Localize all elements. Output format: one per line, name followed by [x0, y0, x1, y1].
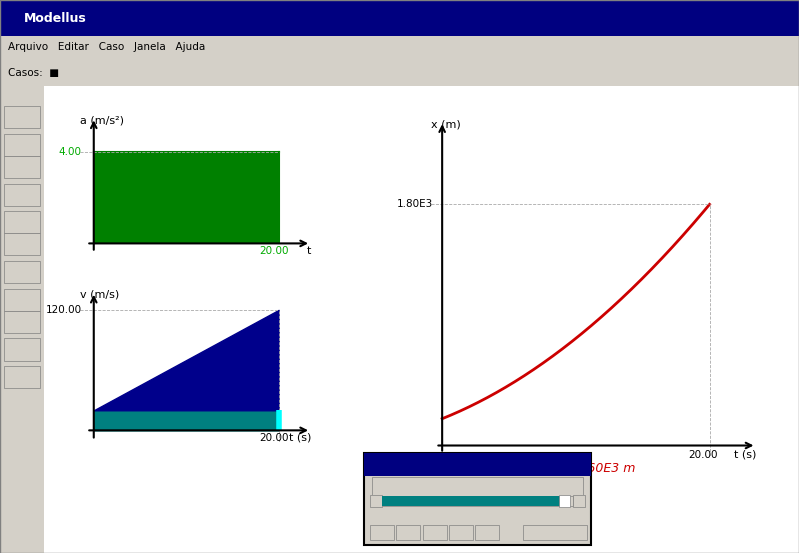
Text: 20.00: 20.00 — [688, 450, 718, 460]
Text: Arquivo   Editar   Caso   Janela   Ajuda: Arquivo Editar Caso Janela Ajuda — [8, 42, 205, 52]
Text: Modellus: Modellus — [24, 12, 87, 25]
Text: Controle: Controle — [443, 458, 500, 471]
Text: a (m/s²): a (m/s²) — [80, 115, 124, 125]
Text: Δx = 1.60E3 m: Δx = 1.60E3 m — [542, 462, 637, 475]
Text: t (s): t (s) — [288, 432, 311, 442]
Text: 1.80E3: 1.80E3 — [396, 200, 433, 210]
Text: t (s): t (s) — [734, 450, 757, 460]
Text: 20.00: 20.00 — [259, 246, 288, 255]
Text: 4.00: 4.00 — [59, 147, 81, 157]
Text: 20.00: 20.00 — [259, 434, 288, 444]
Text: Opções...: Opções... — [533, 528, 578, 538]
Text: x (m): x (m) — [431, 120, 461, 130]
Text: 0: 0 — [371, 484, 377, 494]
Text: v (m/s): v (m/s) — [80, 290, 119, 300]
Text: t = 20.00: t = 20.00 — [450, 478, 505, 492]
Text: 120.00: 120.00 — [46, 305, 81, 315]
Text: Casos:  ■: Casos: ■ — [8, 68, 59, 78]
Text: t: t — [307, 246, 311, 255]
Text: 20: 20 — [564, 484, 577, 494]
